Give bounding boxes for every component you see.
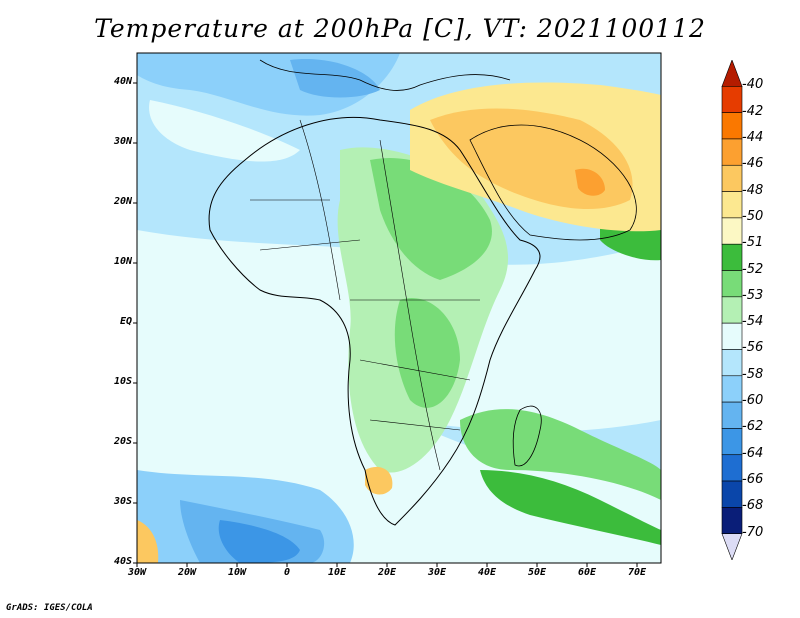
lon-label: 50E xyxy=(527,567,547,578)
colorbar-label: -66 xyxy=(742,472,764,488)
lat-label: 30S xyxy=(113,496,132,507)
colorbar-swatch xyxy=(721,454,743,482)
colorbar-swatch xyxy=(721,243,743,271)
colorbar-swatch xyxy=(721,60,743,87)
colorbar-label: -48 xyxy=(742,182,764,198)
colorbar-swatch xyxy=(721,480,743,508)
colorbar-swatch xyxy=(721,533,743,560)
lon-label: 30E xyxy=(427,567,447,578)
colorbar-swatch xyxy=(721,401,743,429)
lat-label: 40S xyxy=(113,556,132,567)
lon-label: 20W xyxy=(177,567,197,578)
colorbar-label: -46 xyxy=(742,156,764,172)
colorbar-swatch xyxy=(721,428,743,456)
colorbar-label: -68 xyxy=(742,498,764,514)
colorbar-swatch xyxy=(721,270,743,298)
lat-label: 10S xyxy=(113,376,132,387)
lat-label: 40N xyxy=(113,76,132,87)
colorbar-swatch xyxy=(721,138,743,166)
colorbar-label: -42 xyxy=(742,103,764,119)
colorbar-label: -40 xyxy=(742,77,764,93)
lat-label: 30N xyxy=(113,136,132,147)
map-title: Temperature at 200hPa [C], VT: 202110011… xyxy=(94,14,706,43)
colorbar-label: -56 xyxy=(742,340,764,356)
colorbar-swatch xyxy=(721,375,743,403)
colorbar-label: -44 xyxy=(742,129,764,145)
colorbar-label: -70 xyxy=(742,524,764,540)
temperature-map xyxy=(133,52,662,567)
lon-label: 30W xyxy=(127,567,147,578)
map-field xyxy=(137,53,661,563)
colorbar-label: -62 xyxy=(742,419,764,435)
colorbar-swatch xyxy=(721,112,743,140)
lat-label: 10N xyxy=(113,256,132,267)
lat-label: 20S xyxy=(113,436,132,447)
lon-label: 10E xyxy=(327,567,347,578)
colorbar-swatch xyxy=(721,296,743,324)
colorbar-label: -60 xyxy=(742,393,764,409)
colorbar-swatch xyxy=(721,322,743,350)
lon-label: 20E xyxy=(377,567,397,578)
colorbar xyxy=(721,60,743,560)
colorbar-label: -54 xyxy=(742,314,764,330)
lat-label: EQ xyxy=(119,316,132,327)
lat-label: 20N xyxy=(113,196,132,207)
colorbar-swatch xyxy=(721,86,743,113)
colorbar-label: -52 xyxy=(742,261,764,277)
lon-label: 60E xyxy=(577,567,597,578)
colorbar-swatch xyxy=(721,191,743,219)
colorbar-label: -53 xyxy=(742,287,764,303)
colorbar-label: -50 xyxy=(742,208,764,224)
colorbar-swatch xyxy=(721,349,743,377)
lon-label: 40E xyxy=(477,567,497,578)
axis-ticks xyxy=(133,82,638,567)
lon-label: 0 xyxy=(283,567,291,578)
colorbar-label: -51 xyxy=(742,235,764,251)
lon-label: 10W xyxy=(227,567,247,578)
colorbar-label: -64 xyxy=(742,445,764,461)
colorbar-swatch xyxy=(721,217,743,245)
colorbar-swatch xyxy=(721,164,743,192)
lon-label: 70E xyxy=(627,567,647,578)
colorbar-label: -58 xyxy=(742,366,764,382)
credit-text: GrADS: IGES/COLA xyxy=(6,603,93,613)
colorbar-swatch xyxy=(721,507,743,534)
